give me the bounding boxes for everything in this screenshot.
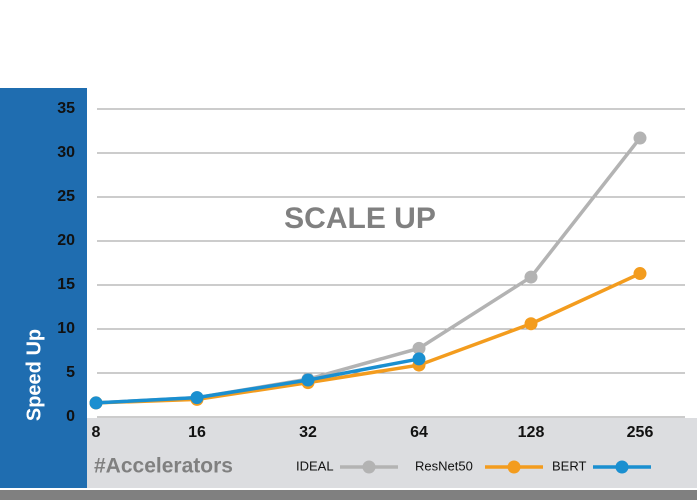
y-tick-label: 35 [57,100,75,117]
y-tick-label: 25 [57,188,75,205]
y-tick-label: 0 [66,408,75,425]
y-axis-panel [0,88,87,488]
legend-marker [615,460,629,474]
series-line [95,357,420,405]
y-tick-label: 20 [57,232,75,249]
x-tick-label: 8 [92,424,101,441]
x-axis-panel [87,418,697,488]
series-line [95,271,641,405]
data-point [633,131,647,145]
x-tick-label: 64 [410,424,428,441]
x-tick-label: 128 [518,424,545,441]
y-tick-label: 10 [57,320,75,337]
y-tick-label: 15 [57,276,75,293]
legend-marker [362,460,376,474]
data-point [412,341,426,355]
data-point [524,270,538,284]
y-tick-label: 5 [66,364,75,381]
data-point [412,352,426,366]
annotation: SCALE UP [284,202,436,235]
y-axis-label: Speed Up [23,329,45,421]
legend-label: BERT [552,458,586,473]
legend-marker [507,460,521,474]
x-tick-label: 256 [627,424,654,441]
data-point [190,391,204,405]
x-tick-label: 16 [188,424,206,441]
legend-label: ResNet50 [415,458,473,473]
data-point [633,267,647,281]
x-axis-label: #Accelerators [94,455,233,478]
footer-bar [0,490,697,500]
legend-label: IDEAL [296,458,334,473]
x-tick-label: 32 [299,424,317,441]
y-tick-label: 30 [57,144,75,161]
data-point [301,373,315,387]
series-line [95,136,642,405]
data-point [524,317,538,331]
data-point [89,396,103,410]
